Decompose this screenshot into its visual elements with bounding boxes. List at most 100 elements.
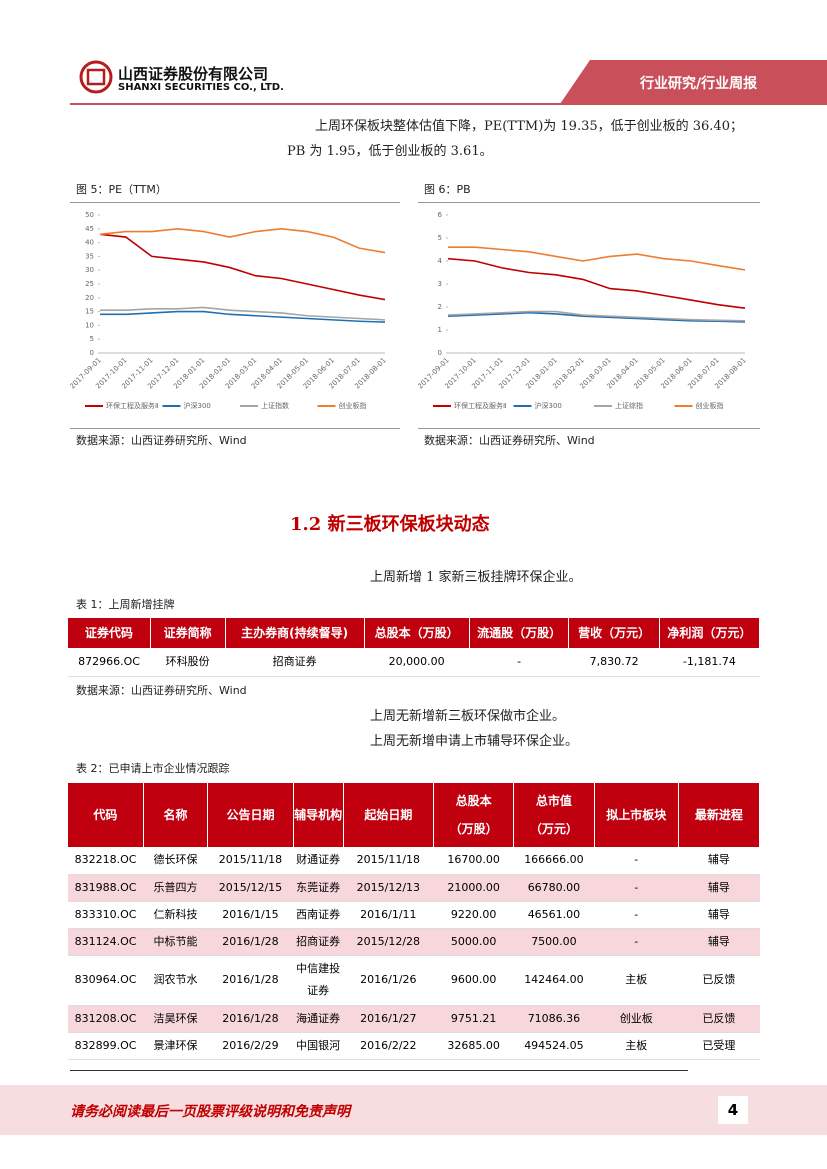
table-cell: 辅导 (707, 853, 730, 867)
table-cell: 海通证券 (296, 1011, 341, 1025)
table-cell: 16700.00 (447, 853, 500, 867)
table-row: 832218.OC 德长环保 2015/11/18 财通证券 2015/11/18 167… (68, 847, 760, 874)
line-series (447, 310, 746, 322)
figure-source: 数据来源：山西证券研究所、Wind (76, 434, 247, 447)
table-cell: 净利润（万元） (659, 618, 761, 648)
legend-label: 环保工程及服务Ⅱ (106, 401, 158, 410)
company-en: SHANXI SECURITIES CO., LTD. (118, 82, 284, 93)
line-series (100, 310, 386, 323)
table-cell: 2015/11/18 (218, 853, 283, 867)
table-cell: 2016/1/15 (222, 907, 279, 921)
line-series (447, 257, 746, 309)
header-row: 代码 名称 公告日期 辅导机构 起始日期 总股本 （万股） 总市值 （万元） 拟上市板块 最新进程 (68, 783, 761, 847)
table-cell: 证券代码 (68, 618, 151, 648)
y-tick-label: 45 (85, 225, 94, 233)
table-cell: 166666.00 (524, 853, 584, 867)
table-cell: 831988.OC (74, 880, 137, 894)
table-cell: 拟上市板块 (594, 783, 679, 847)
y-tick-label: 0 (438, 349, 442, 357)
table-cell: 2016/1/28 (222, 934, 279, 948)
company-cn: 山西证券股份有限公司 (118, 65, 269, 83)
table-cell: 最新进程 (678, 783, 761, 847)
table-cell: 66780.00 (527, 880, 581, 894)
table-cell: 21000.00 (447, 880, 500, 894)
y-tick-label: 4 (438, 257, 443, 265)
table-cell: 2015/12/28 (356, 934, 421, 948)
table-row: 830964.OC 润农节水 2016/1/28 中信建投 证券 2016/1/26 960… (68, 955, 760, 1005)
header-art (70, 60, 827, 105)
table-cell: 2016/1/28 (222, 973, 279, 986)
table-cell: 71086.36 (527, 1011, 581, 1025)
y-tick-label: 30 (85, 266, 94, 274)
table-row: 833310.OC 仁新科技 2016/1/15 西南证券 2016/1/11 9220.… (68, 901, 760, 928)
table-cell: 20,000.00 (388, 654, 445, 668)
table-cell: 831124.OC (74, 934, 137, 948)
table-cell: 9220.00 (450, 907, 497, 921)
legend-label: 创业板指 (696, 401, 724, 410)
y-tick-label: 40 (85, 239, 94, 247)
cell-line: （万股） (449, 822, 498, 836)
section-title: 1.2 新三板环保板块动态 (290, 514, 490, 535)
y-tick-label: 20 (85, 294, 94, 302)
table-cell: 833310.OC (74, 907, 137, 921)
y-tick-label: 15 (85, 308, 94, 316)
table-cell: - (634, 907, 639, 921)
table-cell: -1,181.74 (682, 654, 736, 668)
table-cell: 总股本 （万股） (433, 783, 515, 847)
table-cell: 2016/1/27 (360, 1011, 417, 1025)
header-tag: 行业研究/行业周报 (640, 76, 758, 92)
legend-label: 上证指数 (261, 401, 289, 410)
table-cell: 32685.00 (447, 1038, 500, 1052)
table-caption: 表 2：已申请上市企业情况跟踪 (76, 762, 230, 775)
y-tick-label: 5 (438, 234, 442, 242)
table-cell: 招商证券 (296, 934, 341, 948)
table-cell: 7,830.72 (589, 654, 639, 668)
table-row: 831124.OC 中标节能 2016/1/28 招商证券 2015/12/28 5000… (68, 928, 760, 955)
table-row: 831988.OC 乐普四方 2015/12/15 东莞证券 2015/12/13 210… (68, 874, 760, 901)
table-cell: 洁昊环保 (153, 1011, 198, 1025)
table-cell: 已反馈 (702, 1011, 736, 1025)
legend-label: 上证综指 (615, 401, 643, 410)
table-cell: 2016/1/28 (222, 1011, 279, 1025)
table-cell: - (634, 934, 639, 948)
line-series (100, 306, 386, 321)
paragraph: 上周无新增申请上市辅导环保企业。 (370, 734, 579, 749)
table-cell: 仁新科技 (153, 907, 198, 921)
page-number: 4 (718, 1096, 748, 1124)
legend-label: 环保工程及服务Ⅱ (454, 401, 506, 410)
cell-line: （万元） (529, 822, 578, 836)
table-cell: 环科股份 (165, 654, 210, 668)
table-cell: 830964.OC (74, 973, 137, 986)
table-caption: 表 1：上周新增挂牌 (76, 598, 175, 611)
disclaimer: 请务必阅读最后一页股票评级说明和免责声明 (70, 1104, 350, 1120)
table-cell: 494524.05 (524, 1038, 584, 1052)
table-cell: 证券简称 (150, 618, 226, 648)
table-cell: - (634, 853, 639, 867)
legend-label: 创业板指 (339, 401, 367, 410)
y-tick-label: 3 (438, 280, 442, 288)
table-cell: 2016/1/26 (360, 973, 417, 986)
table-cell: 营收（万元） (568, 618, 660, 648)
table-cell: 831208.OC (74, 1011, 137, 1025)
table-cell: 832218.OC (74, 853, 137, 867)
y-tick-label: 1 (438, 326, 442, 334)
table-row: 872966.OC 环科股份 招商证券 20,000.00 - 7,830.72 -1,18… (68, 648, 760, 676)
paragraph: 上周环保板块整体估值下降，PE(TTM)为 19.35，低于创业板的 36.40… (315, 119, 743, 134)
figure-source: 数据来源：山西证券研究所、Wind (424, 434, 595, 447)
y-tick-label: 10 (85, 321, 94, 329)
table-cell: 已受理 (702, 1038, 736, 1052)
table-cell: 主板 (625, 973, 648, 986)
table-cell: 9751.21 (450, 1011, 497, 1025)
legend-label: 沪深300 (184, 401, 211, 410)
y-tick-label: 35 (85, 252, 94, 260)
table-row: 832899.OC 景津环保 2016/2/29 中国银河 2016/2/22 32685… (68, 1032, 760, 1059)
cell-line: 证券 (307, 984, 330, 997)
table-cell: 德长环保 (153, 853, 198, 867)
table-cell: 46561.00 (527, 907, 581, 921)
table-cell: 2016/2/22 (360, 1038, 417, 1052)
header-row: 证券代码 证券简称 主办券商(持续督导) 总股本（万股） 流通股（万股） 营收（万元） 净利… (68, 618, 761, 648)
table-cell: 东莞证券 (296, 880, 341, 894)
y-tick-label: 6 (438, 211, 443, 219)
table-cell: 辅导 (707, 907, 730, 921)
table-cell: 9600.00 (450, 973, 497, 986)
